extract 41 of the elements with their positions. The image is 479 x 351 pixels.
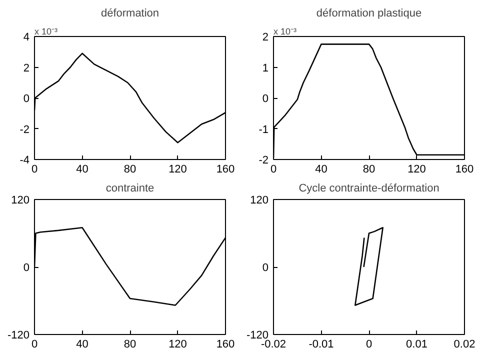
chart-title: Cycle contrainte-déformation: [298, 182, 440, 194]
chart-title: déformation: [100, 8, 160, 20]
y-tick-label: 2: [23, 62, 30, 74]
x-tick-label: 0: [31, 164, 38, 176]
y-tick-label: -2: [20, 124, 30, 136]
x-tick-label: 80: [124, 338, 136, 350]
x-tick-label: 80: [362, 164, 376, 176]
y-tick-label: 120: [250, 194, 269, 206]
x-tick-label: -0.02: [260, 338, 286, 350]
x-tick-label: 40: [76, 164, 88, 176]
x-tick-label: 120: [168, 338, 187, 350]
y-tick-label: 120: [11, 194, 30, 206]
y-tick-label: -4: [20, 154, 30, 166]
y-tick-label: 0: [262, 262, 269, 274]
y-tick-label: 4: [23, 32, 30, 44]
chart-title: contrainte: [106, 182, 154, 194]
x-tick-label: 0: [270, 164, 277, 176]
y-tick-label: -120: [7, 330, 30, 342]
x-tick-label: 160: [455, 164, 474, 176]
y-tick-label: 0: [262, 93, 269, 105]
y-tick-label: 1: [262, 62, 269, 74]
x-tick-label: 0.01: [406, 338, 428, 350]
x-tick-label: 0: [366, 338, 372, 350]
x-tick-label: 40: [315, 164, 328, 176]
text: x 10⁻³: [34, 26, 58, 36]
x-tick-label: 0.02: [454, 338, 476, 350]
x-tick-label: 120: [168, 164, 187, 176]
x-tick-label: 120: [408, 164, 426, 176]
x-tick-label: 0: [31, 338, 38, 350]
x-tick-label: 80: [124, 164, 136, 176]
y-tick-label: -1: [258, 124, 268, 136]
y-tick-label: 2: [262, 32, 269, 44]
x-tick-label: -0.01: [308, 338, 334, 350]
y-tick-label: 0: [23, 93, 30, 105]
y-tick-label: 0: [23, 262, 30, 274]
chart-title: déformation plastique: [316, 8, 422, 20]
x-tick-label: 160: [216, 164, 235, 176]
text: x 10⁻³: [274, 26, 297, 36]
x-tick-label: 160: [216, 338, 235, 350]
x-tick-label: 40: [76, 338, 88, 350]
y-tick-label: -2: [258, 154, 268, 166]
